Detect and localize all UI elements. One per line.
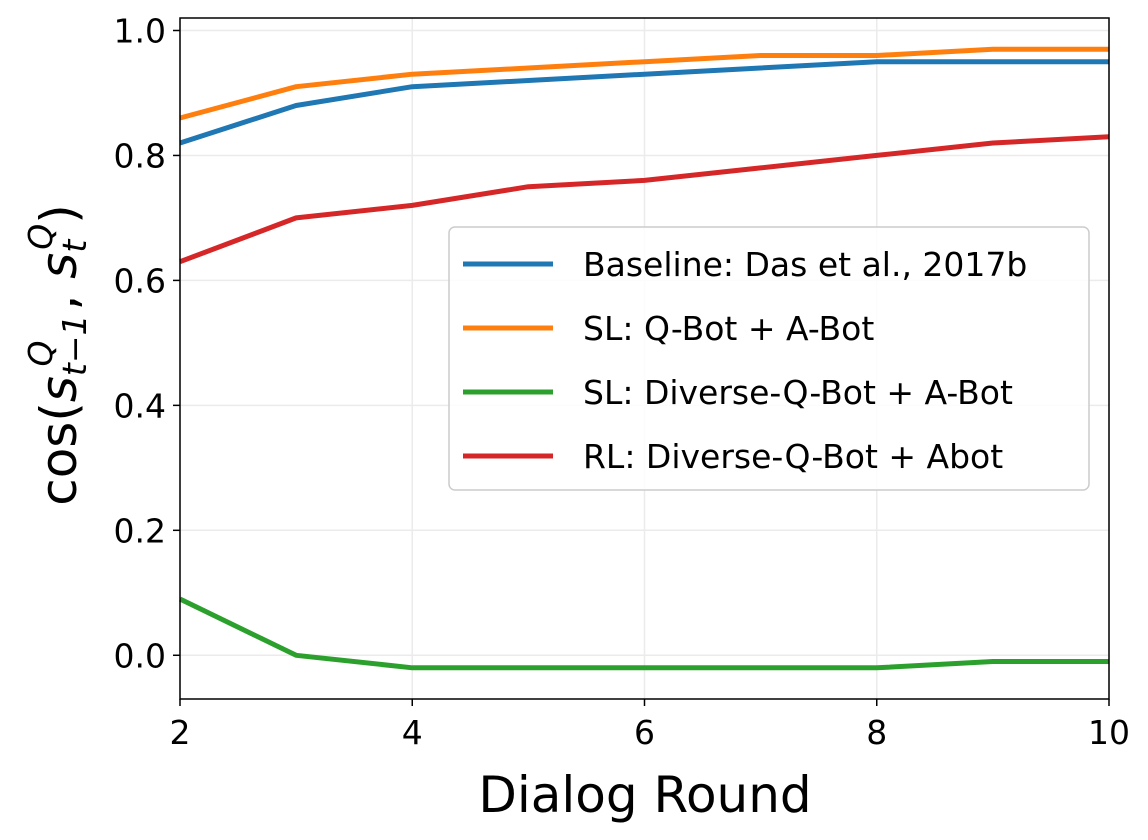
series-line-4: [179, 134, 1110, 265]
y-axis-title: cos(st−1Q, stQ): [21, 204, 94, 506]
x-axis-ticks: 2 4 6 8 10: [170, 699, 1130, 752]
x-tick-label: 8: [866, 713, 887, 752]
ylabel-prefix: cos(: [30, 402, 88, 506]
ylabel-s1-sub: t−1: [55, 315, 94, 377]
ylabel-s1-sup: Q: [21, 341, 60, 367]
y-tick-label: 0.0: [114, 636, 166, 675]
legend-label: Baseline: Das et al., 2017b: [583, 245, 1027, 284]
series-lines: [178, 46, 1110, 671]
legend-label: SL: Q-Bot + A-Bot: [583, 309, 874, 348]
y-tick-label: 0.8: [114, 136, 166, 175]
y-tick-label: 0.4: [114, 386, 166, 425]
ylabel-s1: s: [30, 376, 88, 402]
x-tick-label: 2: [170, 713, 191, 752]
ylabel-s2-sup: Q: [21, 224, 60, 250]
legend-label: SL: Diverse-Q-Bot + A-Bot: [583, 373, 1013, 412]
x-tick-label: 4: [402, 713, 423, 752]
ylabel-comma: ,: [30, 279, 88, 311]
series-line-2: [179, 46, 1109, 121]
y-tick-label: 0.2: [114, 511, 166, 550]
legend-items: Baseline: Das et al., 2017b SL: Q-Bot + A…: [463, 245, 1027, 476]
x-axis-title: Dialog Round: [478, 766, 811, 824]
series-line-1: [179, 59, 1109, 146]
y-tick-label: 1.0: [114, 11, 166, 50]
y-axis-ticks: 0.0 0.2 0.4 0.6 0.8 1.0: [114, 11, 180, 675]
series-line-3: [178, 596, 1109, 671]
legend: Baseline: Das et al., 2017b SL: Q-Bot + A…: [448, 226, 1090, 491]
legend-box: [448, 226, 1090, 491]
x-tick-label: 10: [1088, 713, 1130, 752]
ylabel-suffix: ): [30, 204, 88, 224]
legend-label: RL: Diverse-Q-Bot + Abot: [583, 437, 1003, 476]
svg-text:cos(st−1Q, stQ): cos(st−1Q, stQ): [21, 204, 94, 506]
y-tick-label: 0.6: [114, 261, 166, 300]
x-tick-label: 6: [634, 713, 655, 752]
ylabel-s2-sub: t: [55, 239, 94, 253]
ylabel-s2: s: [30, 253, 88, 279]
